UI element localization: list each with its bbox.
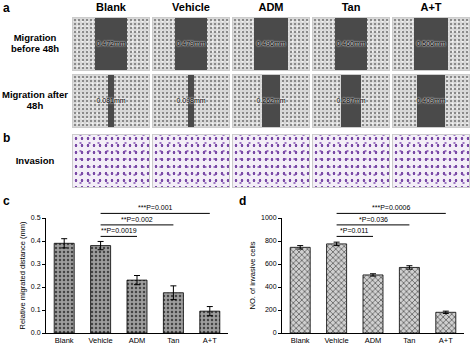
svg-text:*P=0.036: *P=0.036 bbox=[359, 216, 388, 223]
html-text:Migration before 48h: Migration before 48h bbox=[11, 32, 59, 54]
html-text:d: d bbox=[239, 194, 247, 208]
svg-text:Vehicle: Vehicle bbox=[325, 336, 349, 345]
svg-text:0: 0 bbox=[273, 329, 277, 336]
svg-text:Tan: Tan bbox=[167, 336, 179, 345]
svg-text:ADM: ADM bbox=[129, 336, 146, 345]
svg-text:A+T: A+T bbox=[203, 336, 217, 345]
html-text:Tan: Tan bbox=[341, 1, 361, 13]
svg-text:***P=0.0006: ***P=0.0006 bbox=[372, 204, 410, 211]
html-text:0.098mm: 0.098mm bbox=[176, 96, 206, 104]
html-text:Invasion: Invasion bbox=[15, 154, 55, 166]
svg-text:**P=0.002: **P=0.002 bbox=[121, 216, 153, 223]
svg-text:Relative migrated distance (mm: Relative migrated distance (mm) bbox=[18, 221, 27, 329]
html-text:a: a bbox=[3, 1, 10, 15]
svg-text:400: 400 bbox=[265, 283, 277, 290]
svg-text:A+T: A+T bbox=[439, 336, 453, 345]
svg-text:1000: 1000 bbox=[261, 214, 277, 221]
svg-text:ADM: ADM bbox=[365, 336, 382, 345]
svg-text:0.5: 0.5 bbox=[31, 214, 41, 221]
html-text:0.479mm: 0.479mm bbox=[176, 39, 206, 47]
html-text:ADM: ADM bbox=[258, 1, 284, 13]
html-text:0.460mm: 0.460mm bbox=[336, 39, 366, 47]
html-text:Vehicle: Vehicle bbox=[172, 1, 210, 13]
html-text:0.081mm: 0.081mm bbox=[96, 96, 126, 104]
svg-text:0.4: 0.4 bbox=[31, 237, 41, 244]
svg-text:0.2: 0.2 bbox=[31, 283, 41, 290]
svg-text:Blank: Blank bbox=[55, 336, 74, 345]
svg-text:Vehicle: Vehicle bbox=[89, 336, 113, 345]
html-text:0.506mm: 0.506mm bbox=[416, 39, 446, 47]
svg-text:0.0: 0.0 bbox=[31, 329, 41, 336]
html-text:0.262mm: 0.262mm bbox=[256, 96, 286, 104]
svg-text:200: 200 bbox=[265, 306, 277, 313]
html-text:A+T: A+T bbox=[420, 1, 442, 13]
html-text:0.409mm: 0.409mm bbox=[416, 96, 446, 104]
svg-text:Blank: Blank bbox=[291, 336, 310, 345]
html-text:Blank: Blank bbox=[96, 1, 126, 13]
html-text:0.496mm: 0.496mm bbox=[256, 39, 286, 47]
html-text:c: c bbox=[3, 194, 10, 208]
svg-text:NO. of invasive cells: NO. of invasive cells bbox=[248, 241, 257, 309]
svg-text:**P=0.0019: **P=0.0019 bbox=[101, 227, 137, 234]
svg-text:600: 600 bbox=[265, 260, 277, 267]
svg-text:***P=0.001: ***P=0.001 bbox=[138, 204, 173, 211]
html-text:b: b bbox=[3, 131, 11, 145]
svg-text:Tan: Tan bbox=[403, 336, 415, 345]
html-text:0.472mm: 0.472mm bbox=[96, 39, 126, 47]
html-text:0.287mm: 0.287mm bbox=[336, 96, 366, 104]
html-text:Migration after 48h: Migration after 48h bbox=[2, 89, 68, 111]
svg-text:800: 800 bbox=[265, 237, 277, 244]
svg-text:*P=0.011: *P=0.011 bbox=[340, 227, 369, 234]
svg-text:0.1: 0.1 bbox=[31, 306, 41, 313]
svg-text:0.3: 0.3 bbox=[31, 260, 41, 267]
